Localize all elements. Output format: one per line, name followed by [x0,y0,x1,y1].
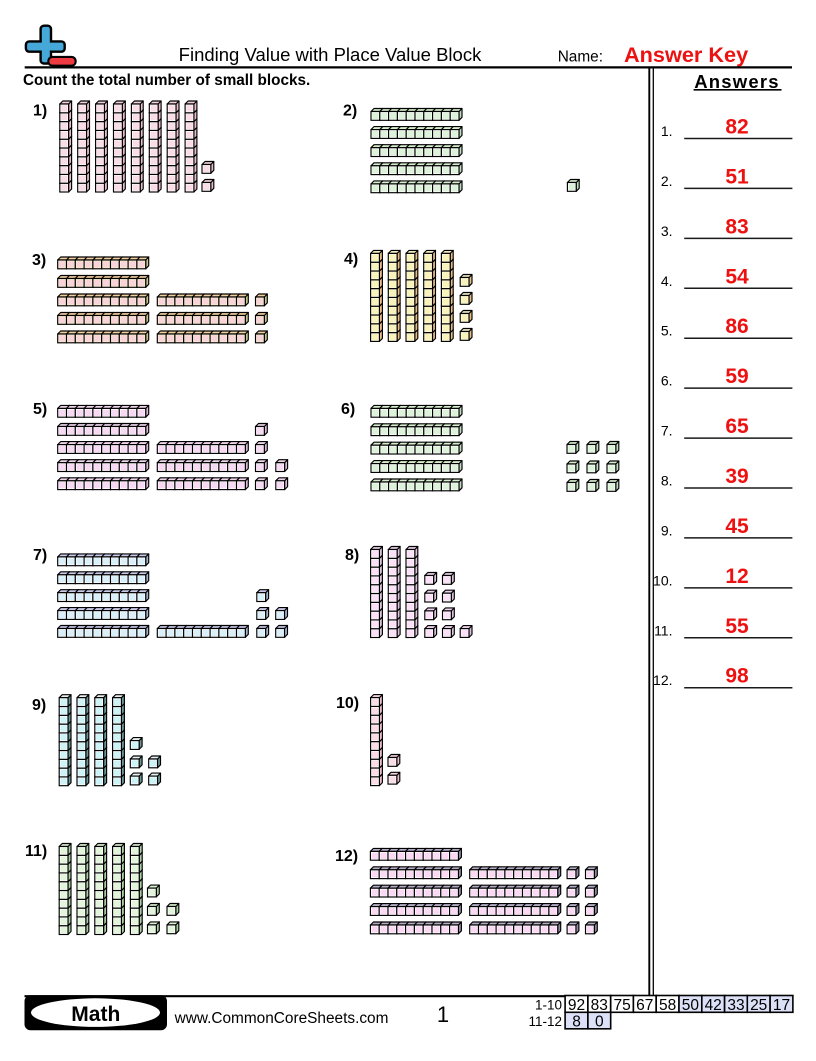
svg-text:8.: 8. [661,473,673,489]
svg-text:45: 45 [725,515,749,538]
svg-text:25: 25 [750,997,767,1014]
svg-text:82: 82 [725,116,748,139]
svg-text:4.: 4. [661,273,673,289]
svg-text:92: 92 [568,997,585,1014]
svg-text:10): 10) [336,695,359,712]
svg-text:11): 11) [25,843,47,860]
svg-text:1: 1 [437,1002,449,1027]
svg-text:7): 7) [33,547,47,564]
svg-text:9): 9) [32,697,46,714]
svg-text:86: 86 [725,315,748,338]
svg-text:0: 0 [595,1013,604,1030]
svg-text:42: 42 [705,997,722,1014]
svg-text:98: 98 [725,665,749,688]
svg-text:50: 50 [682,997,700,1014]
svg-text:10.: 10. [653,572,672,588]
svg-text:Count the total number of smal: Count the total number of small blocks. [23,72,310,89]
svg-text:1-10: 1-10 [535,998,562,1013]
svg-text:54: 54 [725,265,749,288]
svg-text:Answer Key: Answer Key [624,42,748,67]
svg-text:58: 58 [659,997,676,1014]
svg-text:8): 8) [345,547,359,564]
svg-text:65: 65 [725,415,749,438]
svg-text:www.CommonCoreSheets.com: www.CommonCoreSheets.com [174,1010,389,1027]
svg-text:12.: 12. [653,672,672,688]
svg-text:1): 1) [33,103,47,120]
svg-text:39: 39 [725,465,748,488]
svg-text:83: 83 [725,215,748,238]
svg-text:3): 3) [32,252,46,269]
svg-text:12: 12 [725,565,748,588]
svg-text:11-12: 11-12 [528,1014,562,1029]
svg-text:59: 59 [725,365,748,388]
svg-text:75: 75 [613,997,630,1014]
svg-text:Finding Value with Place Value: Finding Value with Place Value Block [179,44,482,65]
svg-text:83: 83 [591,997,608,1014]
svg-text:51: 51 [725,165,749,188]
svg-text:33: 33 [727,997,744,1014]
svg-text:Math: Math [71,1003,120,1026]
svg-text:6.: 6. [661,373,673,389]
svg-text:9.: 9. [661,522,673,538]
svg-text:12): 12) [335,848,358,865]
svg-text:55: 55 [725,615,749,638]
svg-text:2): 2) [343,103,357,120]
svg-text:2.: 2. [661,173,673,189]
svg-text:17: 17 [773,997,790,1014]
svg-text:5.: 5. [661,323,673,339]
svg-text:Answers: Answers [694,71,780,92]
svg-text:7.: 7. [661,423,673,439]
svg-text:1.: 1. [661,123,673,139]
svg-text:11.: 11. [654,622,672,638]
svg-text:Name:: Name: [558,49,603,66]
svg-text:4): 4) [344,251,358,268]
svg-text:67: 67 [636,997,653,1014]
svg-text:6): 6) [341,401,355,418]
svg-text:5): 5) [33,401,47,418]
svg-text:3.: 3. [661,223,673,239]
svg-text:8: 8 [572,1013,581,1030]
